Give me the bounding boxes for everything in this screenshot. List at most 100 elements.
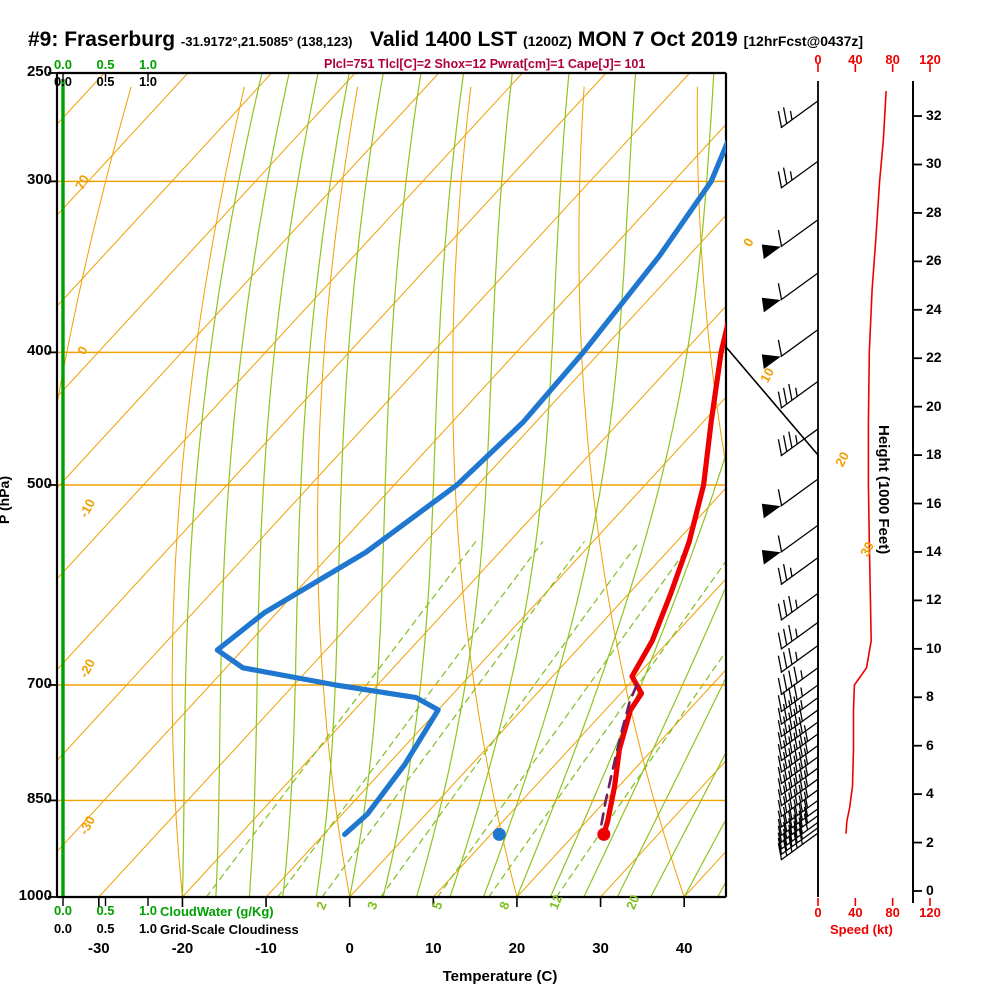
- wind-barb-pennant: [761, 354, 781, 370]
- temperature-label-20: 20: [508, 940, 526, 957]
- valid-date: MON 7 Oct 2019: [577, 28, 738, 51]
- cloudwater-label-bottom-0: 0.0: [53, 903, 73, 918]
- speed-label-bottom-40: 40: [848, 905, 863, 920]
- pressure-ticks: [48, 72, 57, 898]
- speed-label-top-120: 120: [919, 52, 941, 67]
- wind-barb-full: [798, 810, 804, 828]
- speed-label-bottom-80: 80: [885, 905, 900, 920]
- wind-barb-full: [793, 814, 798, 831]
- wind-barb-full: [788, 802, 793, 820]
- cloudwater-label-bottom-1: 0.5: [96, 903, 115, 918]
- temperature-label--20: -20: [171, 940, 194, 957]
- wind-barb-full: [793, 788, 798, 806]
- wind-barb-half: [800, 700, 804, 710]
- wind-barb-full: [798, 817, 804, 834]
- moist-adiabat-16: [482, 73, 637, 897]
- cloudwater-label-top-1: 0.5: [96, 57, 115, 72]
- wind-barb-shaft: [780, 219, 819, 248]
- wind-barb-full: [798, 795, 804, 812]
- wind-barb-half: [789, 171, 793, 181]
- wind-barb-full: [777, 810, 783, 828]
- temperature-label--10: -10: [255, 940, 277, 957]
- wind-barb-full: [782, 839, 788, 856]
- wind-barb-full: [798, 763, 804, 780]
- valid-time: Valid 1400 LST: [370, 28, 518, 51]
- temperature-label-0: 0: [345, 940, 354, 957]
- wind-barb-full: [777, 825, 783, 843]
- wind-barb-half: [795, 435, 798, 445]
- wind-barb-full: [777, 767, 783, 784]
- height-label-0: 0: [926, 882, 934, 898]
- wind-barb-full: [782, 828, 788, 846]
- wind-barb-full: [803, 813, 809, 831]
- mixing-ratio-lines: [205, 541, 726, 897]
- wind-barb-full: [793, 831, 798, 849]
- adiabat-label-1: 0: [74, 343, 91, 358]
- wind-barb-full: [803, 791, 809, 809]
- wind-barb-full: [777, 677, 783, 695]
- wind-barb-full: [782, 785, 788, 802]
- isotherm-10: [432, 578, 726, 897]
- wind-barb-full: [788, 687, 793, 705]
- cloudwater-label-top-2: 1.0: [138, 57, 158, 72]
- surface-temperature-dot: [597, 827, 611, 841]
- wind-barb-full: [777, 283, 783, 300]
- wind-barb-full: [798, 704, 804, 722]
- wind-barb-full: [777, 567, 783, 585]
- wind-barb-full: [777, 391, 783, 408]
- wind-barb-full: [777, 755, 783, 773]
- mixing-ratio-label-2: 5: [429, 899, 446, 912]
- wind-barb-full: [788, 700, 793, 717]
- wind-barb-full: [777, 171, 783, 188]
- mixing-ratio-8: [437, 541, 693, 897]
- mixing-ratio-label-5: 20: [623, 892, 643, 912]
- wind-barb-full: [793, 708, 798, 726]
- pressure-label-250: 250: [26, 63, 52, 80]
- wind-barb-full: [777, 832, 783, 849]
- temperature-label-10: 10: [424, 940, 442, 957]
- wind-barb-full: [798, 774, 804, 791]
- cloudwater-label-top-0: 0.0: [53, 57, 73, 72]
- adiabat-label-8: 30: [857, 539, 878, 560]
- moist-adiabat-8: [416, 73, 513, 897]
- wind-barb-full: [782, 674, 788, 691]
- valid-time-utc: (1200Z): [522, 33, 572, 49]
- curve-temperature: [601, 320, 726, 838]
- wind-barb-full: [782, 751, 788, 769]
- moist-adiabat--16: [215, 73, 290, 897]
- dry-adiabat-60: [696, 86, 726, 469]
- wind-barb-full: [793, 744, 798, 761]
- wind-barb-half: [795, 628, 798, 638]
- wind-barb-full: [793, 720, 798, 738]
- cloudiness-label-top-2: 1.0: [138, 74, 158, 89]
- wind-barb-full: [782, 435, 788, 452]
- wind-barb-full: [798, 717, 804, 734]
- wind-barb-full: [793, 732, 798, 750]
- cloudiness-label-top-1: 0.5: [96, 74, 115, 89]
- wind-barb-full: [793, 755, 798, 773]
- speed-profile-curve: [845, 90, 887, 834]
- height-label-16: 16: [926, 494, 942, 511]
- mixing-ratio-2: [277, 541, 544, 897]
- moist-adiabat-lines: [181, 73, 726, 897]
- wind-barb-full: [782, 806, 788, 824]
- wind-barb-full: [777, 707, 783, 725]
- pressure-label-500: 500: [26, 475, 52, 492]
- wind-barb-full: [798, 784, 804, 802]
- temperature-label-30: 30: [592, 940, 609, 957]
- cloudwater-axis-title: CloudWater (g/Kg): [160, 904, 274, 919]
- wind-barb-full: [782, 774, 788, 791]
- wind-barb-full: [803, 781, 809, 798]
- wind-barb-full: [803, 736, 809, 754]
- cloudwater-label-bottom-2: 1.0: [138, 903, 158, 918]
- wind-barb-full: [793, 777, 798, 795]
- adiabat-label-3: -20: [76, 656, 99, 681]
- wind-barb-full: [788, 736, 793, 753]
- mixing-ratio-12: [488, 560, 726, 897]
- cloudiness-ticks: [62, 73, 149, 906]
- wind-barb-full: [803, 725, 809, 742]
- mixing-ratio-3: [321, 541, 585, 897]
- mixing-ratio-1: [205, 541, 477, 897]
- height-label-22: 22: [926, 349, 942, 366]
- wind-barb-full: [777, 720, 783, 737]
